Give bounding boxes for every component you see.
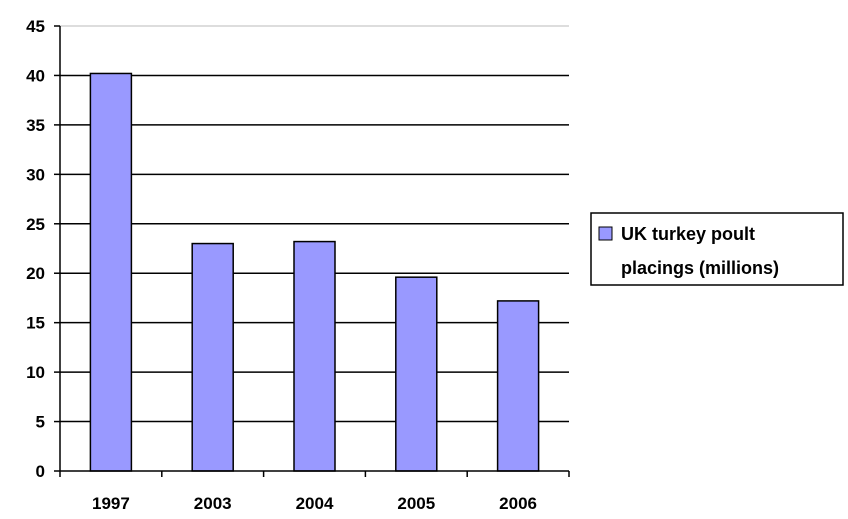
x-tick-label-1997: 1997 — [92, 494, 130, 513]
y-tick-label-15: 15 — [26, 314, 45, 333]
y-tick-label-40: 40 — [26, 66, 45, 85]
y-tick-label-25: 25 — [26, 215, 45, 234]
axes — [59, 26, 569, 472]
y-tick-label-45: 45 — [26, 17, 45, 36]
y-tick-label-10: 10 — [26, 363, 45, 382]
bars — [89, 72, 540, 472]
gridlines — [60, 25, 569, 423]
x-tick-label-2006: 2006 — [499, 494, 537, 513]
legend-label-line-2: placings (millions) — [621, 258, 779, 278]
x-tick-label-2003: 2003 — [194, 494, 232, 513]
y-tick-label-30: 30 — [26, 165, 45, 184]
bar-2006 — [496, 300, 540, 472]
legend-swatch — [598, 226, 613, 241]
legend-box — [590, 212, 844, 286]
bar-2003 — [191, 242, 234, 472]
y-tick-label-35: 35 — [26, 116, 45, 135]
y-tick-label-0: 0 — [36, 462, 45, 481]
x-tick-label-2004: 2004 — [296, 494, 334, 513]
legend: UK turkey poult placings (millions) — [590, 212, 844, 286]
bar-1997 — [89, 72, 133, 472]
bar-2005 — [395, 276, 438, 472]
x-tick-label-2005: 2005 — [397, 494, 435, 513]
legend-label-line-1: UK turkey poult — [621, 224, 755, 244]
y-axis-ticks: 0 5 10 15 20 25 30 35 40 45 — [26, 17, 60, 481]
x-axis-ticks: 1997 2003 2004 2005 2006 — [59, 471, 570, 513]
bar-2004 — [293, 240, 336, 472]
y-tick-label-20: 20 — [26, 264, 45, 283]
y-tick-label-5: 5 — [36, 413, 45, 432]
